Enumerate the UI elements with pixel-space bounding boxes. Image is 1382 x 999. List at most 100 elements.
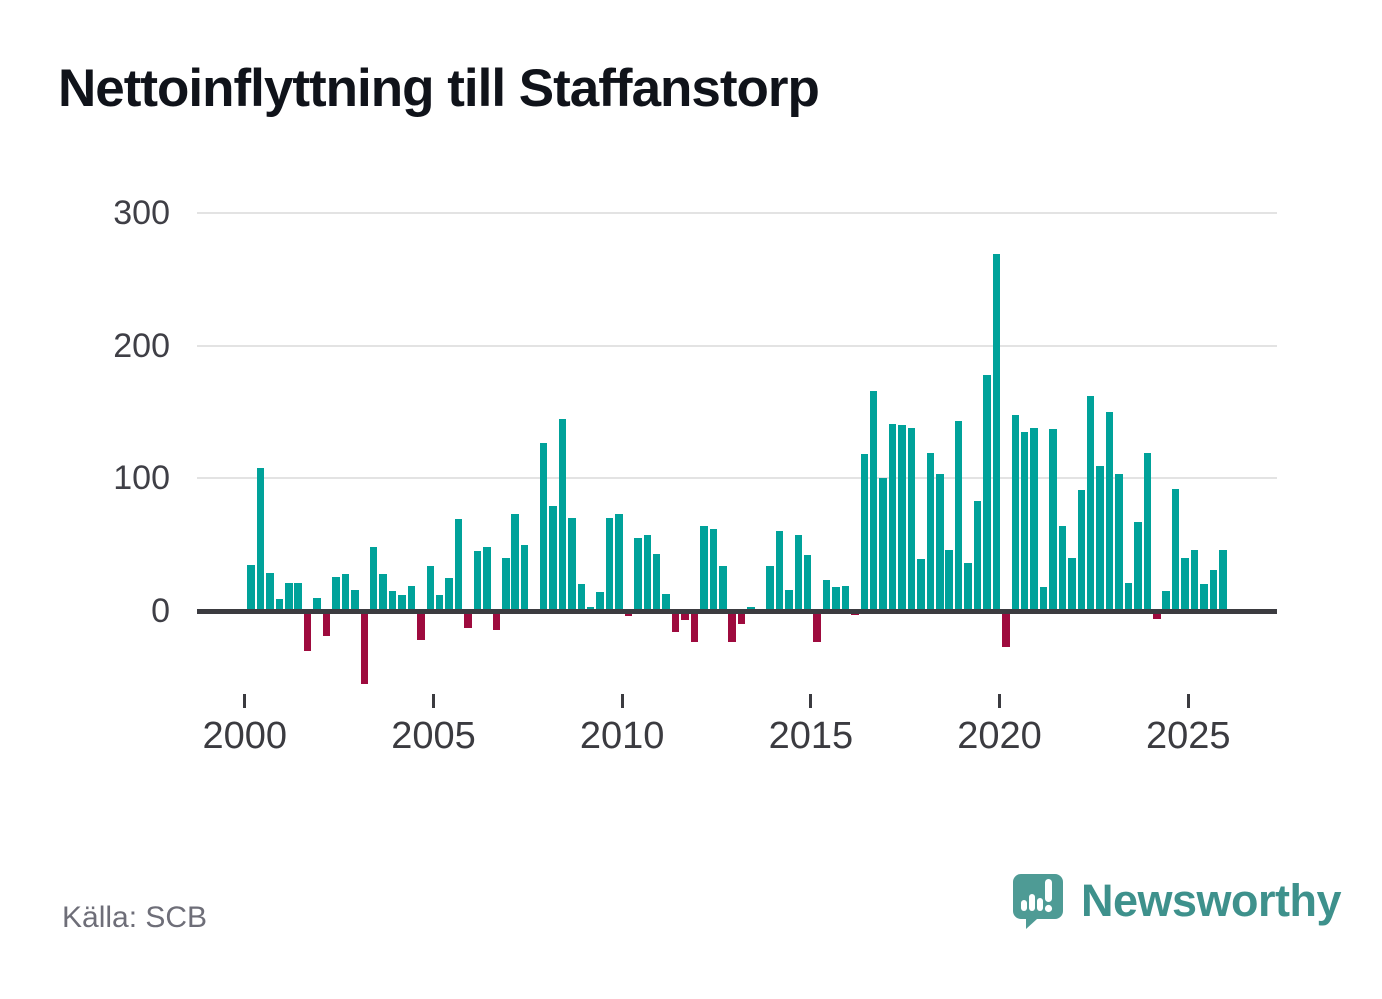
bar-2006-q3 — [492, 611, 501, 630]
bar-2007-q2 — [520, 544, 529, 611]
bar-2002-q1 — [322, 611, 331, 637]
bar-2020-q4 — [1030, 427, 1038, 611]
bar-2021-q4 — [1068, 557, 1076, 611]
bar-2004-q2 — [407, 585, 416, 611]
bar-2017-q3 — [907, 427, 916, 611]
bar-2011-q1 — [662, 593, 670, 611]
bar-2006-q4 — [502, 557, 510, 611]
bar-2005-q1 — [435, 595, 444, 611]
bar-2015-q4 — [841, 585, 850, 611]
newsworthy-logo: Newsworthy — [1010, 872, 1342, 930]
x-axis-label-2000: 2000 — [202, 715, 288, 757]
bar-2018-q3 — [945, 549, 953, 611]
bar-2000-q2 — [256, 467, 265, 611]
bar-2004-q1 — [398, 595, 406, 611]
bar-2016-q3 — [869, 390, 878, 611]
bar-2010-q4 — [652, 553, 661, 611]
bar-2020-q3 — [1020, 431, 1029, 611]
chart-title: Nettoinflyttning till Staffanstorp — [58, 59, 820, 118]
bar-2009-q2 — [596, 592, 604, 611]
bar-2013-q1 — [737, 611, 746, 625]
bar-2015-q1 — [813, 611, 821, 642]
bar-2006-q2 — [483, 547, 491, 611]
bar-2003-q1 — [360, 611, 368, 684]
bar-2024-q1 — [1153, 611, 1161, 619]
bar-2021-q2 — [1049, 429, 1057, 611]
bar-2025-q1 — [1190, 549, 1199, 611]
bar-2025-q3 — [1209, 569, 1218, 611]
x-axis-tick-2020 — [998, 694, 1002, 708]
bar-2023-q3 — [1134, 522, 1142, 611]
bar-2010-q2 — [634, 538, 642, 611]
bar-2002-q3 — [341, 573, 350, 611]
bar-2017-q2 — [898, 425, 906, 611]
bar-2008-q1 — [549, 506, 557, 611]
bar-2023-q4 — [1143, 453, 1152, 611]
bar-2005-q3 — [454, 519, 463, 611]
bar-2022-q3 — [1096, 466, 1104, 611]
bar-2012-q2 — [709, 528, 718, 611]
x-axis-tick-2000 — [243, 694, 247, 708]
bar-2011-q2 — [671, 611, 680, 633]
x-axis-label-2020: 2020 — [957, 715, 1042, 757]
bar-2025-q2 — [1200, 584, 1208, 611]
bar-2003-q4 — [388, 591, 397, 611]
bar-2006-q1 — [473, 551, 482, 611]
bar-2010-q3 — [643, 535, 652, 611]
bar-2018-q4 — [954, 421, 963, 611]
bar-2022-q2 — [1086, 396, 1095, 611]
bar-2019-q3 — [983, 374, 991, 611]
bar-2023-q1 — [1115, 474, 1123, 611]
bar-2004-q3 — [417, 611, 425, 641]
x-axis-label-2015: 2015 — [768, 715, 854, 757]
y-axis-label-100: 100 — [113, 459, 170, 498]
bar-2025-q4 — [1219, 549, 1227, 611]
bar-2014-q4 — [803, 555, 812, 611]
bar-2001-q2 — [294, 583, 302, 611]
x-axis-label-2005: 2005 — [391, 715, 476, 757]
bar-2005-q2 — [445, 577, 453, 611]
bar-2023-q2 — [1124, 583, 1133, 611]
bar-2021-q3 — [1058, 526, 1067, 611]
y-gridline-300 — [197, 211, 1277, 214]
bar-2019-q1 — [964, 563, 972, 611]
bar-2005-q4 — [464, 611, 472, 629]
bar-2016-q4 — [879, 478, 887, 611]
bar-2014-q1 — [775, 531, 784, 611]
bar-2000-q4 — [275, 599, 284, 611]
bar-2015-q2 — [822, 580, 831, 611]
bar-2019-q4 — [992, 254, 1001, 611]
y-axis-label-200: 200 — [113, 326, 170, 365]
bar-2000-q3 — [266, 572, 274, 611]
bar-2014-q2 — [785, 589, 793, 611]
bar-2009-q3 — [605, 518, 614, 611]
bar-2007-q4 — [539, 442, 548, 611]
bar-2024-q4 — [1181, 557, 1189, 611]
bar-2011-q3 — [681, 611, 689, 621]
bar-2015-q3 — [832, 587, 840, 611]
bar-2022-q4 — [1105, 411, 1114, 611]
bar-2020-q1 — [1002, 611, 1010, 647]
bar-2018-q2 — [936, 474, 944, 611]
y-gridline-100 — [197, 477, 1277, 480]
bar-2017-q1 — [888, 423, 897, 611]
bar-2000-q1 — [247, 564, 255, 611]
bar-2001-q1 — [285, 583, 293, 611]
y-gridline-200 — [197, 344, 1277, 347]
bar-2001-q3 — [303, 611, 312, 651]
bar-2024-q3 — [1171, 488, 1180, 611]
bar-2002-q4 — [351, 589, 359, 611]
newsworthy-wordmark: Newsworthy — [1081, 875, 1342, 926]
bar-2013-q4 — [766, 565, 774, 611]
bar-2008-q2 — [558, 418, 567, 611]
bar-2001-q4 — [313, 597, 321, 611]
bar-2003-q3 — [379, 573, 387, 611]
source-credit: Källa: SCB — [62, 901, 208, 934]
bar-2012-q3 — [719, 565, 727, 611]
bar-2017-q4 — [917, 559, 925, 611]
x-axis-label-2010: 2010 — [579, 715, 665, 757]
x-axis-label-2025: 2025 — [1145, 715, 1231, 757]
bar-2007-q1 — [511, 514, 519, 611]
bar-2014-q3 — [794, 535, 802, 611]
